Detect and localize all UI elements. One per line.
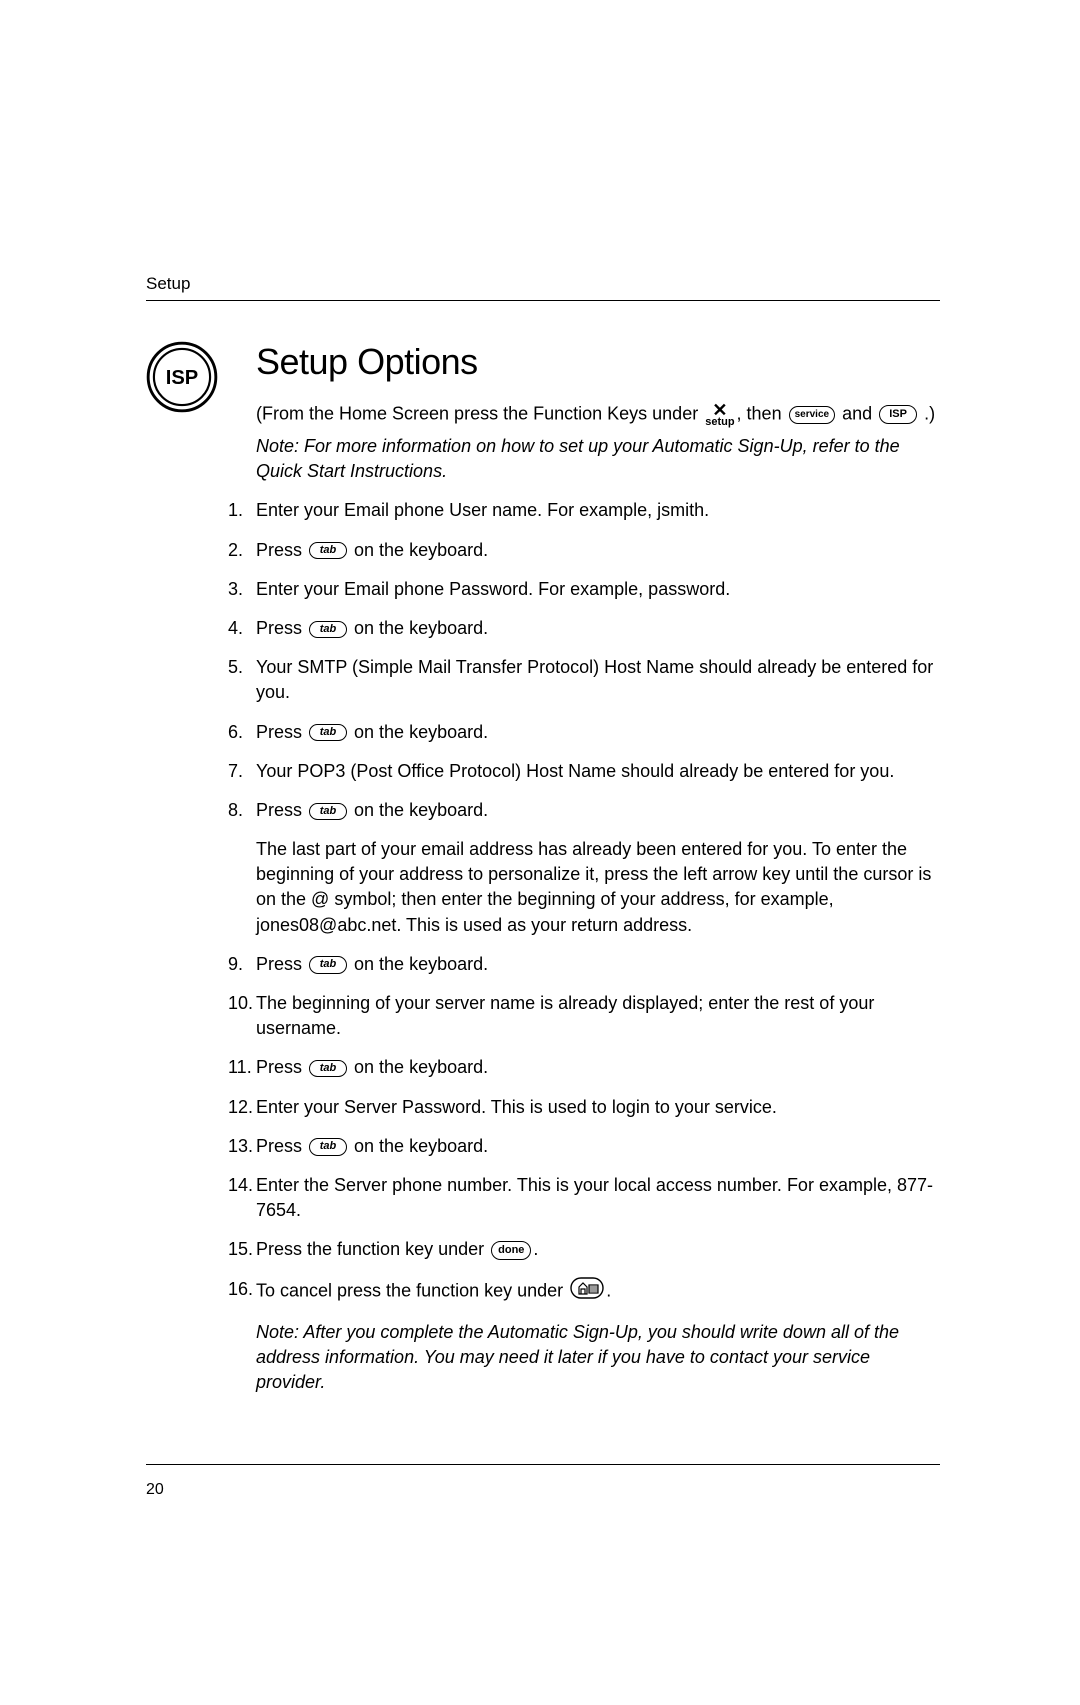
document-page: Setup ISP Setup Options (From the Home S… (0, 0, 1080, 1705)
step-14: Enter the Server phone number. This is y… (228, 1173, 940, 1223)
note-top: Note: For more information on how to set… (256, 434, 940, 484)
tab-key-icon: tab (309, 1138, 347, 1155)
tab-key-icon: tab (309, 621, 347, 638)
tab-key-icon: tab (309, 1060, 347, 1077)
step-3: Enter your Email phone Password. For exa… (228, 577, 940, 602)
note-bottom: Note: After you complete the Automatic S… (256, 1320, 940, 1396)
page-number: 20 (146, 1481, 164, 1499)
step-7: Your POP3 (Post Office Protocol) Host Na… (228, 759, 940, 784)
footer-rule (146, 1464, 940, 1465)
tab-key-icon: tab (309, 542, 347, 559)
intro-mid2: and (837, 403, 877, 423)
step-2: Press tab on the keyboard. (228, 538, 940, 563)
home-icon (570, 1277, 604, 1306)
page-title: Setup Options (256, 341, 940, 383)
body-column: Setup Options (From the Home Screen pres… (256, 341, 940, 1409)
svg-text:ISP: ISP (166, 367, 199, 389)
step-9: Press tab on the keyboard. (228, 952, 940, 977)
done-key-icon: done (491, 1241, 531, 1260)
service-key-icon: service (789, 406, 835, 424)
intro-suffix: .) (919, 403, 935, 423)
section-header: Setup (146, 274, 940, 294)
step-13: Press tab on the keyboard. (228, 1134, 940, 1159)
steps-list: Enter your Email phone User name. For ex… (228, 498, 940, 1395)
step-15: Press the function key under done. (228, 1237, 940, 1262)
step-6: Press tab on the keyboard. (228, 720, 940, 745)
tab-key-icon: tab (309, 803, 347, 820)
step-8: Press tab on the keyboard. The last part… (228, 798, 940, 938)
tab-key-icon: tab (309, 956, 347, 973)
setup-icon: ✕setup (705, 401, 734, 428)
content-row: ISP Setup Options (From the Home Screen … (146, 341, 940, 1409)
isp-key-icon: ISP (879, 405, 917, 424)
isp-badge-icon: ISP (146, 341, 218, 413)
intro-mid1: , then (737, 403, 787, 423)
step-1: Enter your Email phone User name. For ex… (228, 498, 940, 523)
step-8-detail: The last part of your email address has … (256, 837, 940, 938)
step-4: Press tab on the keyboard. (228, 616, 940, 641)
tab-key-icon: tab (309, 724, 347, 741)
step-5: Your SMTP (Simple Mail Transfer Protocol… (228, 655, 940, 705)
intro-prefix: (From the Home Screen press the Function… (256, 403, 703, 423)
step-12: Enter your Server Password. This is used… (228, 1095, 940, 1120)
header-rule (146, 300, 940, 301)
step-11: Press tab on the keyboard. (228, 1055, 940, 1080)
intro-line: (From the Home Screen press the Function… (256, 401, 940, 428)
step-10: The beginning of your server name is alr… (228, 991, 940, 1041)
step-16: To cancel press the function key under .… (228, 1277, 940, 1396)
